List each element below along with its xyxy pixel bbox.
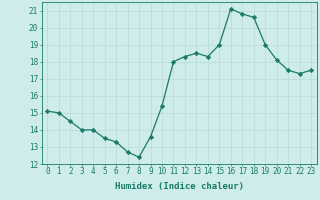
X-axis label: Humidex (Indice chaleur): Humidex (Indice chaleur) xyxy=(115,182,244,191)
